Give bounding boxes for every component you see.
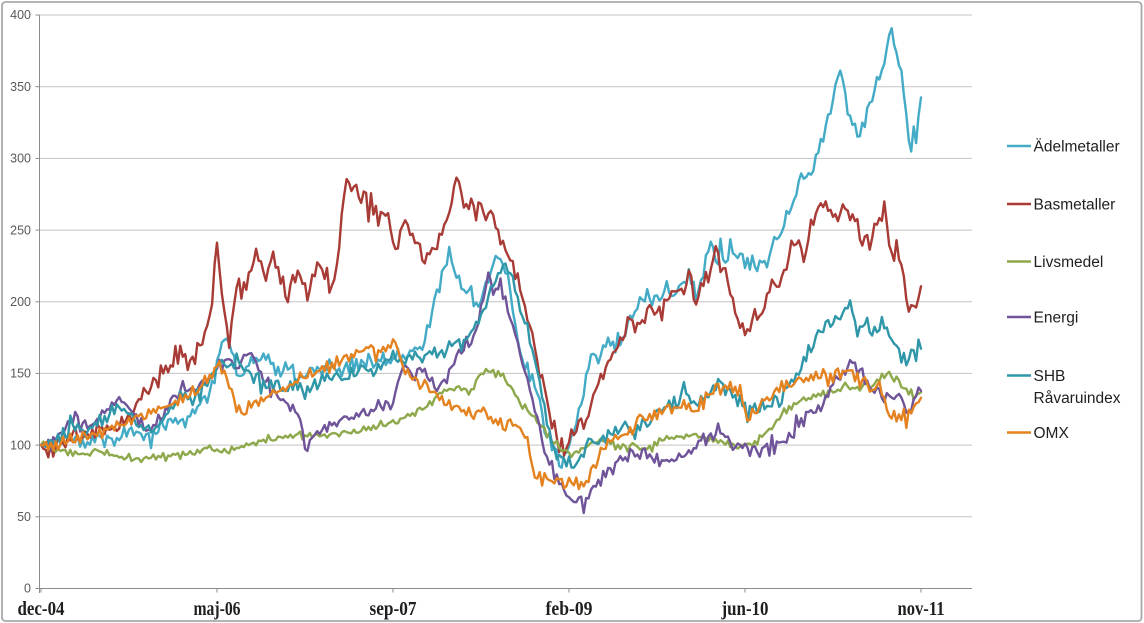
- svg-text:Energi: Energi: [1034, 309, 1079, 326]
- svg-text:Basmetaller: Basmetaller: [1034, 196, 1116, 213]
- svg-text:Råvaruindex: Råvaruindex: [1034, 390, 1121, 407]
- svg-text:SHB: SHB: [1034, 368, 1066, 385]
- svg-text:300: 300: [10, 152, 31, 166]
- svg-text:100: 100: [10, 438, 31, 452]
- svg-text:jun-10: jun-10: [721, 598, 769, 620]
- svg-text:Ädelmetaller: Ädelmetaller: [1034, 138, 1120, 155]
- svg-text:50: 50: [17, 510, 31, 524]
- svg-text:OMX: OMX: [1034, 425, 1070, 442]
- svg-text:dec-04: dec-04: [18, 598, 65, 620]
- svg-text:200: 200: [10, 295, 31, 309]
- svg-text:maj-06: maj-06: [194, 598, 241, 620]
- svg-text:0: 0: [24, 582, 31, 596]
- svg-text:sep-07: sep-07: [370, 598, 417, 620]
- svg-text:250: 250: [10, 223, 31, 237]
- svg-text:Livsmedel: Livsmedel: [1034, 254, 1104, 271]
- svg-text:400: 400: [10, 8, 31, 22]
- svg-text:nov-11: nov-11: [898, 598, 945, 620]
- svg-text:350: 350: [10, 80, 31, 94]
- svg-text:feb-09: feb-09: [546, 598, 593, 620]
- svg-text:150: 150: [10, 367, 31, 381]
